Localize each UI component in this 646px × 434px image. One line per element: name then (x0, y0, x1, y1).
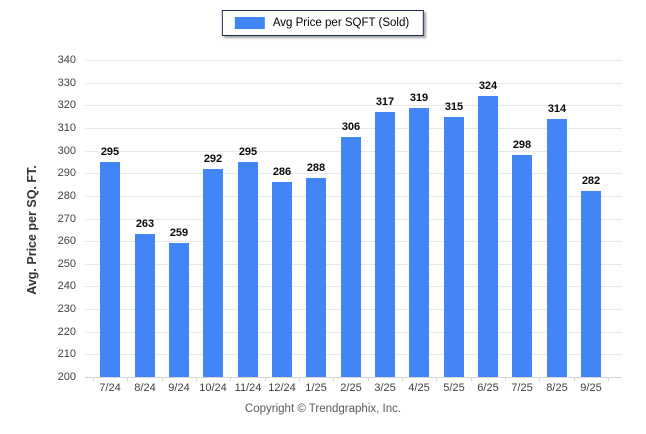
x-tick-label: 4/25 (408, 382, 430, 394)
y-tick-label: 300 (57, 145, 76, 157)
x-axis-tick (505, 377, 506, 381)
x-tick-label: 7/24 (99, 382, 121, 394)
bar-10/24 (203, 169, 223, 377)
bar-6/25 (478, 96, 498, 377)
bar-value-label: 292 (203, 153, 223, 165)
bar-12/24 (272, 182, 292, 377)
x-axis-tick (368, 377, 369, 381)
y-tick-label: 230 (57, 303, 76, 315)
y-tick-label: 290 (57, 167, 76, 179)
bar-9/25 (581, 191, 601, 377)
x-tick-label: 11/24 (234, 382, 262, 394)
gridline (85, 83, 622, 84)
x-tick-label: 8/24 (134, 382, 156, 394)
bar-value-label: 298 (512, 139, 532, 151)
x-tick-label: 7/25 (511, 382, 533, 394)
legend-label: Avg Price per SQFT (Sold) (272, 17, 410, 29)
x-axis-tick (539, 377, 540, 381)
x-axis-tick (402, 377, 403, 381)
x-axis-tick (608, 377, 609, 381)
y-tick-label: 280 (57, 190, 76, 202)
bar-value-label: 306 (341, 121, 361, 133)
x-tick-label: 5/25 (443, 382, 465, 394)
x-tick-label: 9/25 (580, 382, 602, 394)
bar-2/25 (341, 137, 361, 377)
x-tick-label: 10/24 (199, 382, 227, 394)
copyright-text: Copyright © Trendgraphix, Inc. (244, 403, 402, 415)
legend: Avg Price per SQFT (Sold) (221, 10, 425, 36)
legend-swatch (234, 17, 265, 29)
x-axis-tick (127, 377, 128, 381)
x-axis-tick (574, 377, 575, 381)
bar-value-label: 319 (409, 92, 429, 104)
x-axis-tick (162, 377, 163, 381)
x-axis-tick (93, 377, 94, 381)
y-tick-label: 310 (57, 122, 76, 134)
y-tick-label: 220 (57, 326, 76, 338)
y-tick-label: 200 (57, 371, 76, 383)
x-tick-label: 1/25 (305, 382, 327, 394)
y-tick-label: 210 (57, 348, 76, 360)
x-tick-label: 3/25 (374, 382, 396, 394)
gridline (85, 128, 622, 129)
y-tick-label: 320 (57, 99, 76, 111)
y-tick-label: 260 (57, 235, 76, 247)
gridline (85, 377, 622, 378)
x-axis-tick (471, 377, 472, 381)
x-tick-label: 6/25 (477, 382, 499, 394)
y-tick-label: 240 (57, 280, 76, 292)
x-axis-tick (299, 377, 300, 381)
x-tick-label: 12/24 (268, 382, 296, 394)
bar-8/25 (547, 119, 567, 377)
gridline (85, 105, 622, 106)
x-axis-tick (196, 377, 197, 381)
y-tick-label: 270 (57, 213, 76, 225)
bar-8/24 (135, 234, 155, 377)
bar-value-label: 314 (547, 103, 567, 115)
bar-3/25 (375, 112, 395, 377)
bar-value-label: 315 (444, 101, 464, 113)
bar-7/24 (100, 162, 120, 377)
bar-value-label: 295 (238, 146, 258, 158)
bar-value-label: 259 (169, 227, 189, 239)
bar-value-label: 286 (272, 166, 292, 178)
bar-value-label: 288 (306, 162, 326, 174)
bar-value-label: 282 (581, 175, 601, 187)
x-tick-label: 8/25 (546, 382, 568, 394)
bar-9/24 (169, 243, 189, 377)
x-axis-tick (436, 377, 437, 381)
bar-value-label: 263 (135, 218, 155, 230)
bar-value-label: 324 (478, 80, 498, 92)
x-axis-tick (230, 377, 231, 381)
bar-11/24 (238, 162, 258, 377)
x-axis-tick (265, 377, 266, 381)
bar-5/25 (444, 117, 464, 377)
x-axis-tick (333, 377, 334, 381)
bar-7/25 (512, 155, 532, 377)
bar-value-label: 317 (375, 96, 395, 108)
bar-1/25 (306, 178, 326, 377)
bar-4/25 (409, 108, 429, 377)
x-tick-label: 2/25 (340, 382, 362, 394)
y-tick-label: 340 (57, 54, 76, 66)
y-tick-label: 330 (57, 77, 76, 89)
bar-value-label: 295 (100, 146, 120, 158)
y-tick-label: 250 (57, 258, 76, 270)
gridline (85, 60, 622, 61)
plot-area: 295 7/24 263 8/24 259 9/24 292 10/24 295 11/24 286… (85, 60, 622, 394)
x-tick-label: 9/24 (168, 382, 190, 394)
